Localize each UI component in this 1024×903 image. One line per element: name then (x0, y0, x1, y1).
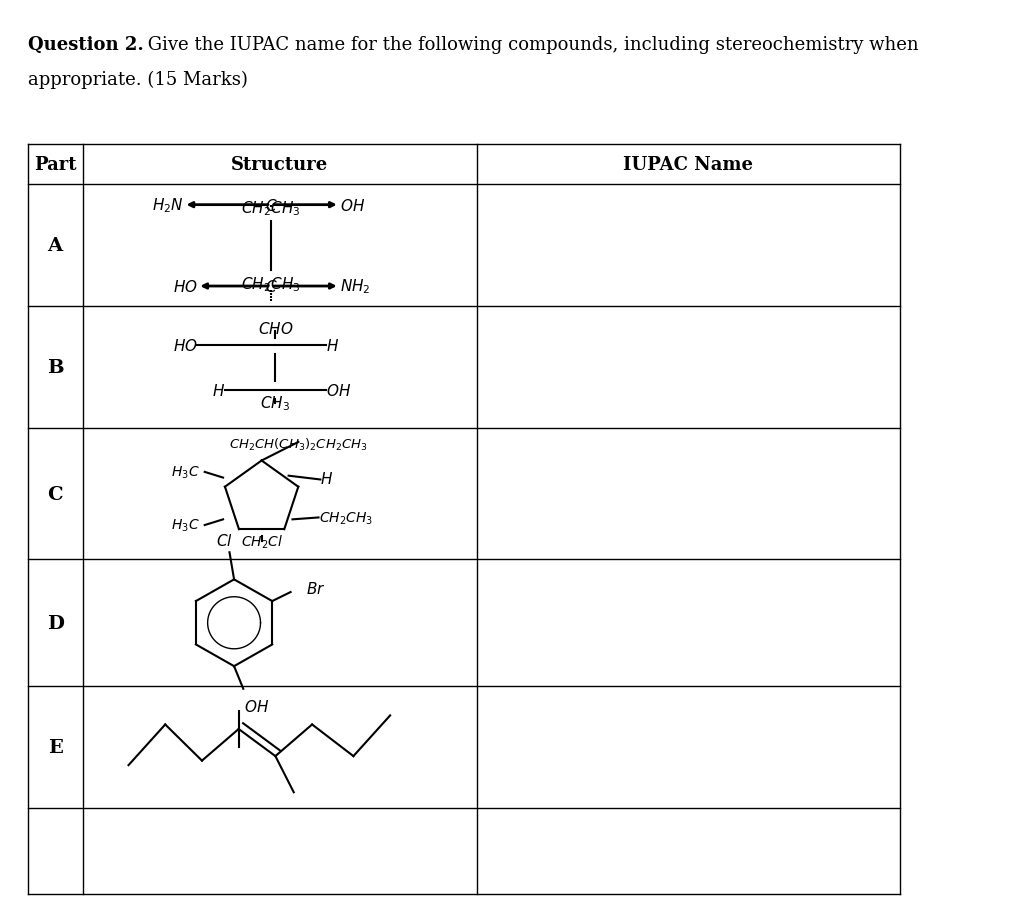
Text: $CH_2Cl$: $CH_2Cl$ (241, 534, 283, 551)
Text: C: C (47, 486, 62, 503)
Text: $CH_2CH_3$: $CH_2CH_3$ (241, 199, 300, 218)
Text: $Br$: $Br$ (306, 580, 326, 596)
Text: $CH_2CH(CH_3)_2CH_2CH_3$: $CH_2CH(CH_3)_2CH_2CH_3$ (229, 436, 368, 452)
Text: $CH_3$: $CH_3$ (260, 394, 291, 413)
Text: Part: Part (34, 156, 77, 173)
Text: $H$: $H$ (212, 383, 225, 398)
Text: $H_3C$: $H_3C$ (171, 464, 200, 480)
Text: $C$: $C$ (264, 198, 278, 213)
Text: Structure: Structure (231, 156, 329, 173)
Text: $H$: $H$ (326, 338, 339, 353)
Text: B: B (47, 359, 63, 377)
Text: appropriate. (15 Marks): appropriate. (15 Marks) (28, 70, 248, 88)
Text: $OH$: $OH$ (326, 383, 351, 398)
Text: $H_2N$: $H_2N$ (152, 196, 183, 215)
Text: $NH_2$: $NH_2$ (340, 277, 371, 296)
Text: $CH_2CH_3$: $CH_2CH_3$ (318, 509, 373, 526)
Text: $HO$: $HO$ (172, 338, 198, 353)
Text: Give the IUPAC name for the following compounds, including stereochemistry when: Give the IUPAC name for the following co… (142, 36, 919, 54)
Text: Question 2.: Question 2. (28, 36, 143, 54)
Text: A: A (47, 237, 62, 255)
Text: D: D (46, 614, 63, 632)
Text: $Cl$: $Cl$ (216, 532, 233, 548)
Text: $H_3C$: $H_3C$ (171, 517, 200, 534)
Text: $H$: $H$ (321, 470, 334, 486)
Text: $C$: $C$ (264, 279, 278, 294)
Text: $OH$: $OH$ (244, 698, 268, 714)
Text: IUPAC Name: IUPAC Name (624, 156, 754, 173)
Text: $HO$: $HO$ (172, 279, 198, 294)
Text: $OH$: $OH$ (340, 198, 365, 213)
Text: $CH_2CH_3$: $CH_2CH_3$ (241, 275, 300, 293)
Text: E: E (48, 739, 62, 756)
Text: $CHO$: $CHO$ (258, 321, 293, 337)
